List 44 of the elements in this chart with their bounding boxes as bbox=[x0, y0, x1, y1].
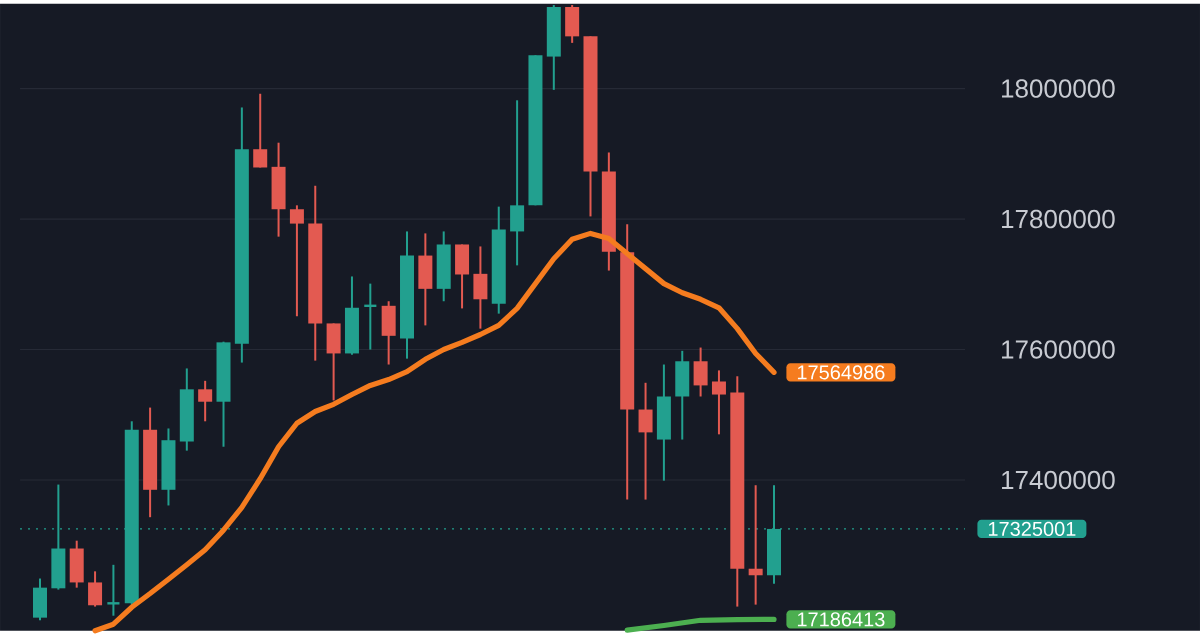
candlestick bbox=[436, 230, 451, 303]
candlestick bbox=[326, 322, 341, 402]
candlestick bbox=[33, 577, 48, 622]
candlestick bbox=[748, 484, 763, 606]
candlestick bbox=[198, 379, 213, 423]
candlestick bbox=[400, 230, 415, 360]
candlestick bbox=[546, 3, 561, 91]
candlestick bbox=[675, 349, 690, 441]
candlestick bbox=[234, 106, 249, 364]
candlestick bbox=[510, 99, 525, 267]
data-label: 17186413 bbox=[797, 612, 885, 627]
candlestick bbox=[308, 184, 323, 362]
candlestick bbox=[216, 340, 231, 448]
candlestick bbox=[69, 539, 84, 589]
candlestick bbox=[693, 346, 708, 398]
candlestick bbox=[161, 427, 176, 507]
candlestick bbox=[381, 300, 396, 366]
candlestick bbox=[565, 3, 580, 44]
candlestick bbox=[638, 381, 653, 501]
candlestick bbox=[344, 275, 359, 356]
y-tick-label: 17800000 bbox=[1002, 209, 1115, 229]
candlestick bbox=[620, 223, 635, 501]
y-tick-label: 17400000 bbox=[1002, 470, 1115, 489]
candlestick bbox=[583, 35, 598, 218]
candlestick bbox=[106, 563, 121, 617]
y-tick-label: 17600000 bbox=[1002, 340, 1115, 359]
candlestick bbox=[455, 243, 470, 310]
candlestick bbox=[88, 570, 103, 608]
ref-line-label: 17325001 bbox=[988, 521, 1076, 536]
data-label: 17564986 bbox=[797, 365, 885, 380]
candlestick bbox=[418, 232, 433, 327]
candlestick bbox=[711, 369, 726, 436]
candlestick bbox=[730, 375, 745, 608]
candlestick bbox=[528, 54, 543, 207]
candlestick bbox=[271, 141, 286, 238]
candlestick bbox=[289, 204, 304, 318]
candlestick bbox=[253, 92, 268, 169]
candlestick bbox=[143, 406, 158, 518]
candlestick bbox=[656, 363, 671, 482]
y-tick-label: 18000000 bbox=[1002, 79, 1115, 98]
candlestick bbox=[491, 205, 506, 315]
candlestick bbox=[179, 367, 194, 452]
candlestick bbox=[473, 245, 488, 330]
candlestick bbox=[601, 151, 616, 272]
